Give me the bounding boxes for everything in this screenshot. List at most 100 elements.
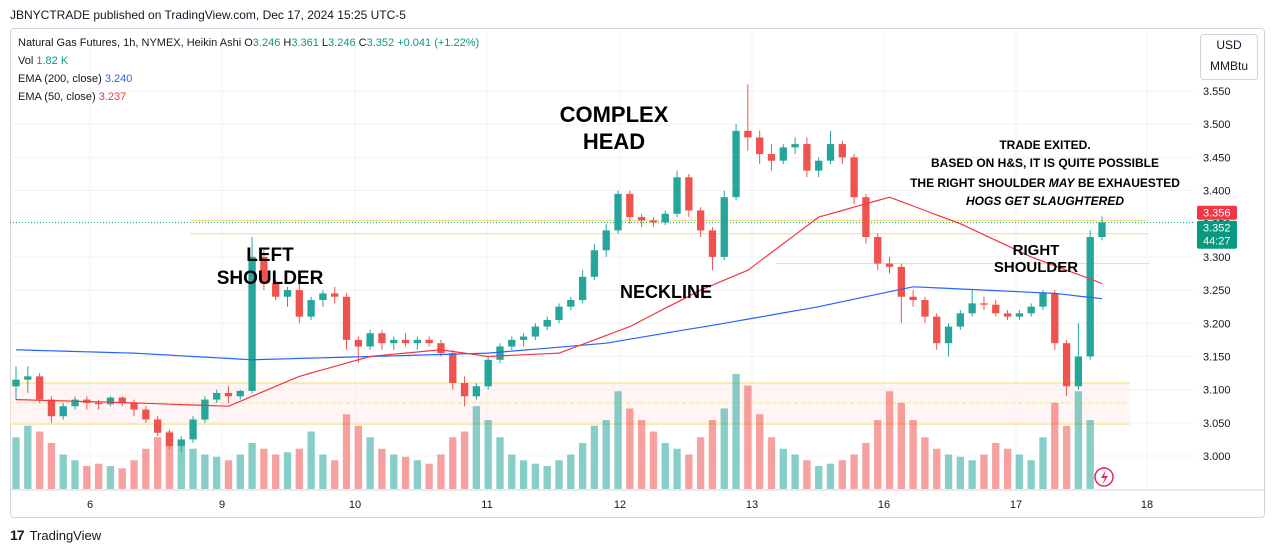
- volume-bar-60: [720, 408, 728, 489]
- volume-bar-86: [1027, 460, 1035, 489]
- candle-body-71: [850, 157, 858, 198]
- candle-body-85: [1015, 313, 1024, 317]
- candle-body-21: [260, 256, 268, 284]
- volume-bar-62: [744, 385, 752, 489]
- currency-usd: USD: [1216, 38, 1242, 52]
- volume-bar-36: [437, 454, 445, 489]
- candle-body-46: [555, 306, 563, 320]
- volume-bar-35: [425, 463, 433, 489]
- volume-bar-16: [201, 454, 209, 489]
- x-tick-label-1: 9: [219, 499, 225, 511]
- currency-unit: MMBtu: [1209, 59, 1248, 73]
- candle-body-12: [153, 419, 162, 433]
- volume-bar-85: [1015, 454, 1024, 489]
- candle-body-45: [543, 319, 551, 327]
- volume-bar-90: [1074, 391, 1083, 489]
- volume-bar-26: [319, 454, 327, 489]
- currency-selector[interactable]: USD MMBtu: [1200, 34, 1258, 80]
- candle-body-43: [519, 336, 528, 340]
- volume-bar-1: [24, 425, 32, 489]
- x-tick-label-7: 17: [1010, 499, 1022, 511]
- volume-bar-13: [165, 431, 174, 489]
- candle-body-27: [331, 293, 339, 297]
- ema-lines: [15, 196, 1103, 407]
- high-price-badge-text: 3.356: [1203, 208, 1231, 220]
- volume-bar-49: [590, 425, 599, 489]
- volume-bar-61: [732, 374, 740, 489]
- volume-bar-73: [874, 420, 882, 489]
- legend-change: +0.041 (+1.22%): [397, 37, 480, 49]
- volume-bar-81: [968, 460, 976, 489]
- candle-body-14: [177, 439, 185, 447]
- volume-bar-54: [649, 431, 658, 489]
- volume-bar-43: [519, 460, 528, 489]
- x-tick-label-8: 18: [1141, 499, 1153, 511]
- volume-bar-84: [1003, 448, 1012, 489]
- volume-bar-41: [496, 437, 504, 489]
- legend-symbol: Natural Gas Futures, 1h, NYMEX, Heikin A…: [18, 37, 242, 49]
- candle-body-28: [342, 296, 351, 340]
- volume-bar-53: [637, 420, 646, 489]
- note-line-2: BASED ON H&S, IT IS QUITE POSSIBLE: [931, 156, 1159, 170]
- legend-o-label: O: [244, 37, 253, 49]
- candle-body-40: [484, 359, 492, 387]
- legend-h-label: H: [283, 37, 292, 49]
- lightning-icon-bolt: [1101, 470, 1108, 485]
- volume-bar-82: [980, 454, 988, 489]
- candle-body-10: [130, 402, 138, 410]
- y-tick-label-3: 3.150: [1203, 351, 1231, 363]
- candle-body-37: [449, 353, 457, 383]
- volume-bar-28: [342, 414, 351, 489]
- candle-body-75: [897, 266, 905, 297]
- candle-body-23: [283, 290, 292, 297]
- time-axis: 6 9 10 11 12 13 16 17 18: [10, 489, 1265, 511]
- candle-body-52: [626, 193, 634, 218]
- legend-l-label: L: [321, 37, 329, 49]
- x-tick-label-6: 16: [878, 499, 890, 511]
- volume-bar-10: [130, 460, 138, 489]
- candle-body-34: [413, 339, 422, 344]
- candle-body-19: [236, 390, 244, 397]
- y-tick-label-8: 3.400: [1203, 186, 1231, 198]
- volume-bar-5: [71, 460, 79, 489]
- volume-bar-52: [626, 408, 634, 489]
- y-tick-label-2: 3.100: [1203, 385, 1231, 397]
- volume-bar-74: [885, 391, 894, 489]
- volume-bar-63: [756, 414, 764, 489]
- note-line-1: TRADE EXITED.: [999, 138, 1090, 152]
- volume-bar-83: [992, 443, 1000, 489]
- candle-body-9: [118, 397, 126, 403]
- candle-body-36: [437, 343, 445, 354]
- volume-bar-48: [578, 443, 587, 489]
- price-axis: 3.0003.0503.1003.1503.2003.2503.3003.350…: [1203, 86, 1231, 463]
- candle-body-44: [531, 326, 540, 337]
- volume-bar-50: [602, 420, 610, 489]
- candle-body-11: [142, 409, 150, 420]
- volume-bar-89: [1062, 425, 1071, 489]
- horizontal-levels: [10, 219, 1195, 425]
- volume-bar-88: [1051, 402, 1059, 489]
- volume-bar-64: [767, 437, 776, 489]
- candle-body-51: [614, 193, 622, 231]
- candle-body-53: [637, 217, 646, 221]
- candle-body-0: [12, 379, 20, 387]
- volume-bar-25: [307, 431, 315, 489]
- volume-bar-91: [1086, 420, 1094, 489]
- candle-body-70: [838, 144, 846, 158]
- label-right-shoulder-1: RIGHT: [1013, 242, 1060, 259]
- volume-bar-20: [248, 443, 256, 489]
- volume-bar-18: [224, 460, 233, 489]
- volume-bar-33: [401, 456, 410, 489]
- chart-frame[interactable]: [10, 28, 1265, 518]
- candle-body-24: [295, 290, 303, 317]
- y-tick-label-6: 3.300: [1203, 252, 1231, 264]
- volume-bar-0: [12, 437, 20, 489]
- volume-bar-2: [35, 431, 44, 489]
- label-right-shoulder-2: SHOULDER: [994, 259, 1078, 276]
- candle-body-90: [1074, 356, 1083, 387]
- label-left-shoulder-1: LEFT: [246, 245, 294, 266]
- volume-bars: [12, 374, 1094, 489]
- volume-bar-15: [189, 448, 197, 489]
